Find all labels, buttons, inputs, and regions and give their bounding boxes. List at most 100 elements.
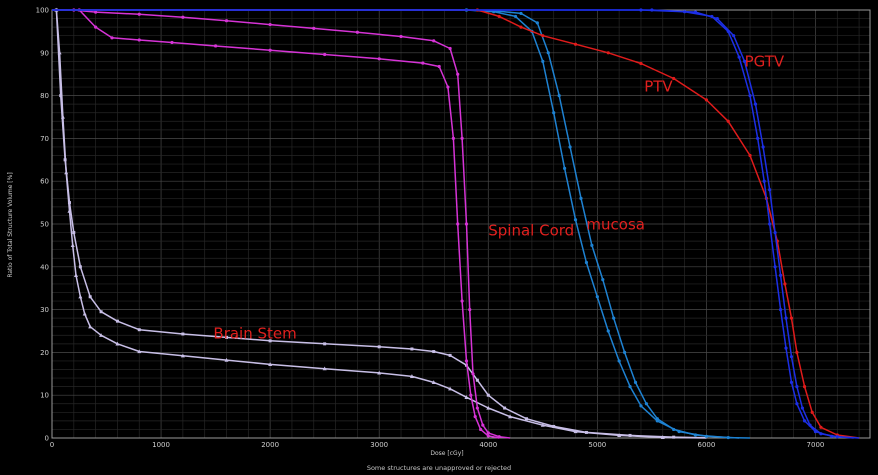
series-8 (52, 8, 854, 439)
x-tick-label: 1000 (152, 441, 170, 449)
data-point (773, 230, 777, 235)
annotation-label: PGTV (745, 52, 785, 70)
data-point (170, 40, 174, 45)
data-point (800, 406, 804, 410)
data-point (756, 136, 760, 140)
data-point (432, 39, 436, 43)
data-point (464, 395, 469, 399)
data-point (448, 46, 452, 51)
footer-note: Some structures are unapproved or reject… (367, 464, 511, 472)
data-point (180, 353, 185, 358)
data-point (224, 357, 229, 362)
data-point (432, 350, 436, 354)
data-point (377, 57, 381, 61)
annotation-label: mucosa (586, 216, 645, 234)
data-point (137, 38, 141, 42)
data-point (819, 425, 823, 429)
data-point (784, 346, 788, 350)
data-point (612, 316, 616, 320)
data-point (492, 10, 496, 14)
data-point (802, 419, 807, 423)
x-tick-label: 0 (50, 441, 54, 449)
data-point (552, 424, 556, 428)
data-point (617, 359, 621, 363)
data-point (655, 419, 659, 423)
data-point (606, 51, 610, 55)
data-point (623, 350, 627, 354)
data-point (355, 30, 359, 34)
data-point (115, 341, 120, 346)
data-point (421, 61, 425, 65)
data-point (742, 59, 747, 63)
data-point (789, 355, 794, 359)
data-point (323, 52, 327, 57)
annotation-label: PTV (644, 78, 673, 96)
data-point (268, 22, 272, 27)
data-point (778, 308, 783, 312)
data-point (78, 294, 83, 299)
series-group (52, 7, 860, 440)
data-point (795, 385, 799, 389)
data-point (573, 42, 578, 46)
data-point (486, 434, 490, 438)
data-point (503, 406, 507, 410)
data-point (312, 26, 316, 31)
data-point (464, 359, 469, 363)
x-tick-label: 2000 (261, 441, 279, 449)
data-point (617, 433, 622, 438)
data-point (475, 378, 479, 382)
series-line (52, 9, 511, 439)
data-point (214, 44, 218, 48)
y-tick-label: 0 (45, 435, 49, 443)
data-point (88, 295, 92, 299)
data-point (726, 119, 730, 123)
x-tick-label: 4000 (479, 441, 497, 449)
data-point (789, 316, 794, 320)
data-point (628, 385, 632, 389)
data-point (456, 72, 460, 76)
data-point (639, 61, 643, 66)
series-line (52, 9, 860, 439)
y-tick-label: 50 (40, 221, 49, 229)
annotation-label: Brain Stem (213, 325, 296, 343)
data-point (579, 196, 583, 200)
data-point (268, 339, 272, 343)
data-point (137, 328, 141, 332)
data-point (88, 324, 93, 329)
axis-ticks: 0 1000 2000 3000 4000 5000 6000 7000 0 10 20 30 40 50… (36, 7, 825, 450)
data-point (73, 273, 78, 277)
data-point (704, 98, 709, 102)
data-point (497, 14, 501, 19)
data-point (563, 166, 567, 170)
data-point (778, 273, 783, 277)
x-tick-label: 5000 (588, 441, 606, 449)
data-point (137, 349, 142, 354)
data-point (633, 380, 638, 384)
series-line (52, 9, 707, 439)
series-3 (52, 8, 500, 439)
annotation-group: Brain Stem Spinal Cord mucosa PTV PGTV (213, 52, 784, 342)
data-point (595, 295, 599, 299)
y-tick-label: 30 (40, 306, 49, 314)
data-point (802, 385, 807, 389)
data-point (519, 11, 523, 16)
data-point (748, 153, 752, 158)
data-point (732, 34, 736, 38)
data-point (67, 208, 72, 213)
data-point (64, 170, 69, 175)
data-point (70, 243, 75, 247)
data-point (715, 16, 719, 21)
data-point (762, 179, 766, 183)
data-point (399, 34, 403, 39)
data-point (82, 311, 87, 316)
data-point (704, 434, 709, 438)
data-point (773, 265, 777, 269)
x-axis-title: Dose [cGy] (430, 450, 463, 457)
data-point (469, 393, 473, 397)
data-point (446, 85, 450, 89)
data-point (431, 380, 436, 384)
data-point (448, 353, 452, 357)
data-point (584, 260, 589, 265)
